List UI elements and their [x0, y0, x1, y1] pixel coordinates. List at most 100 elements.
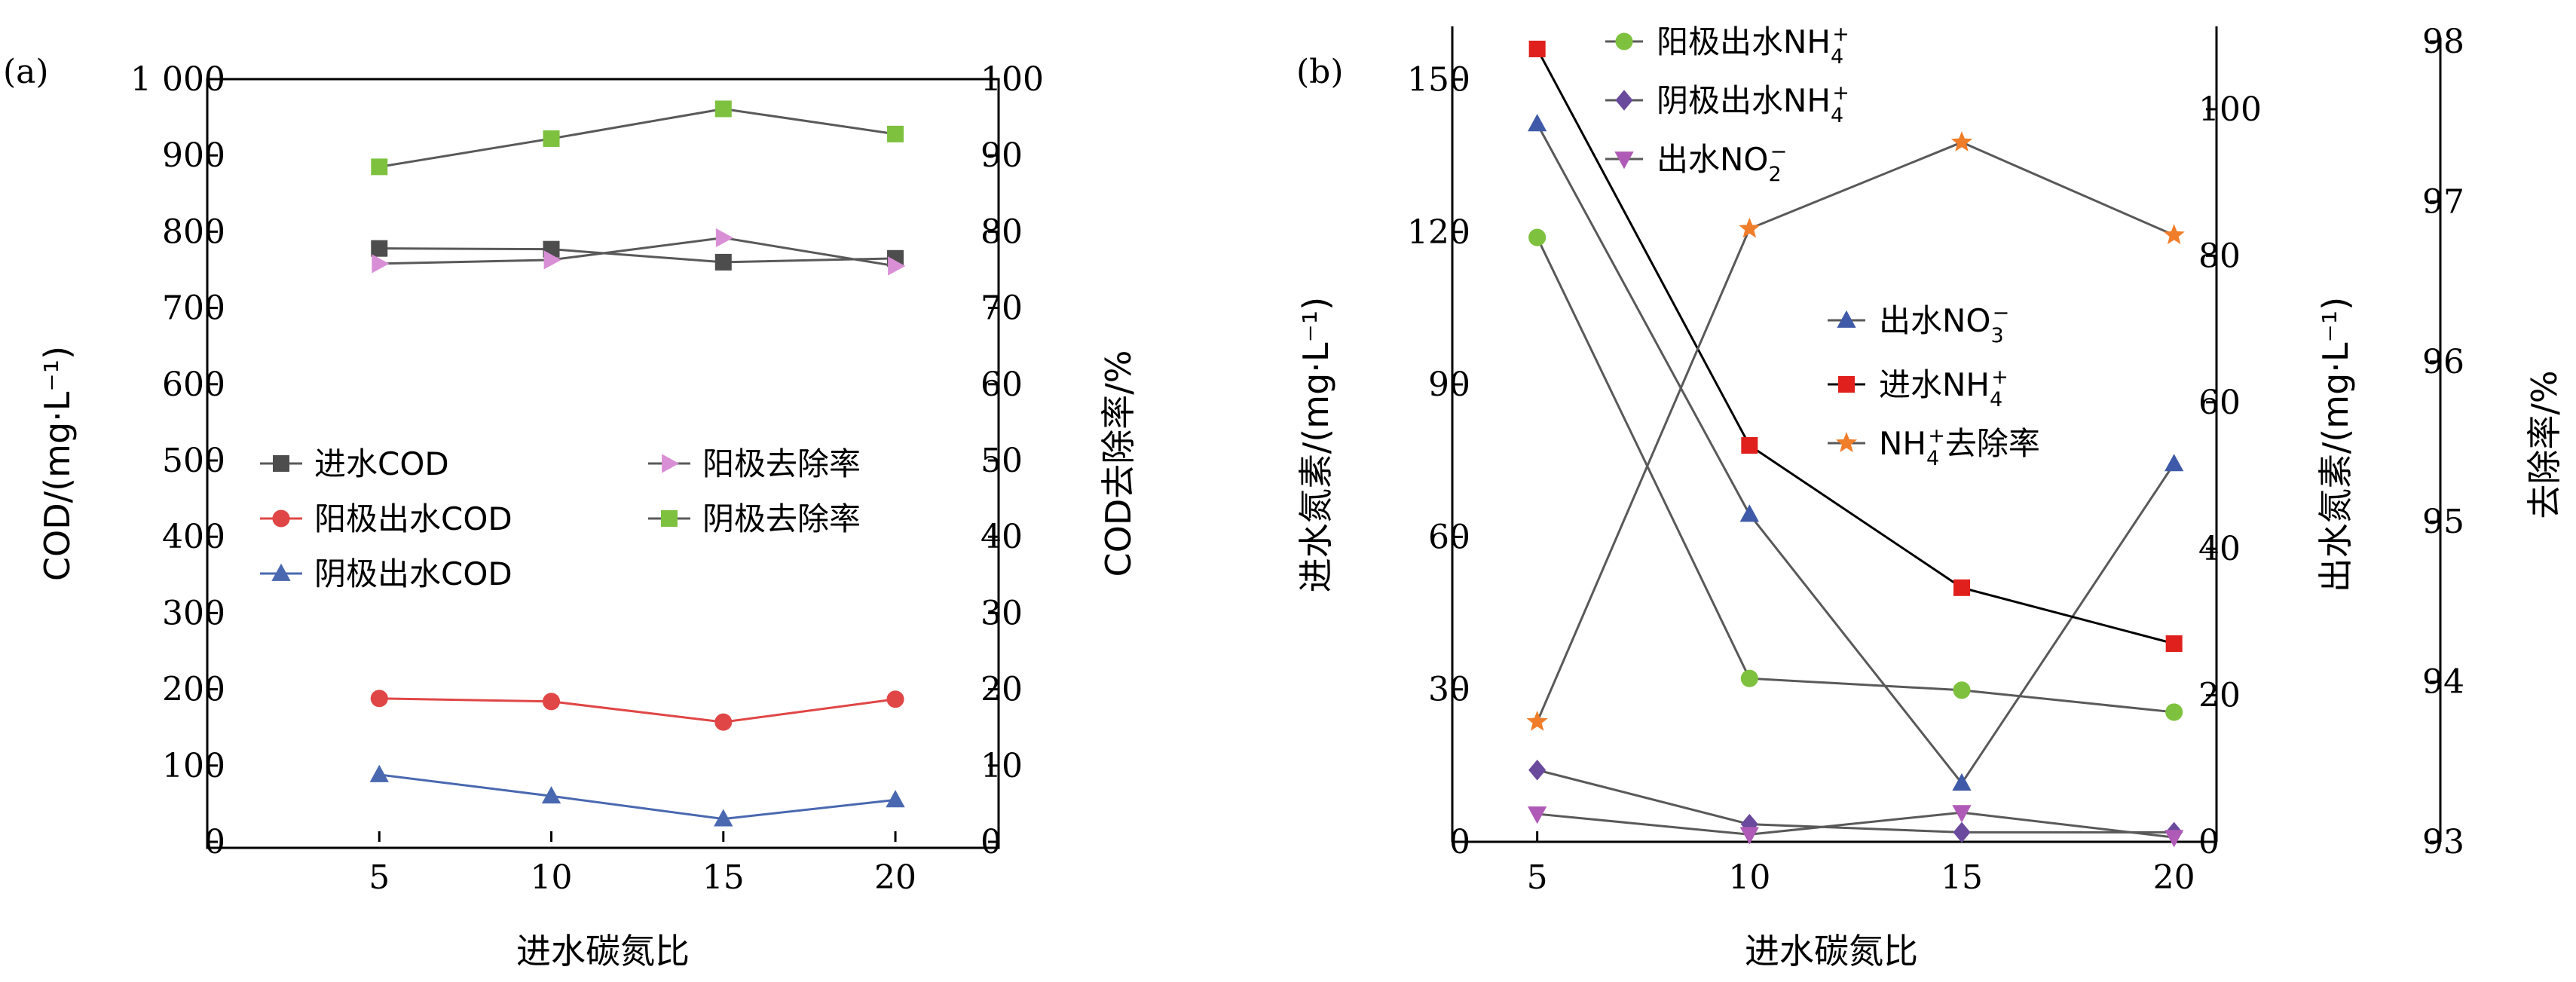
panel-a-series-1-point: [886, 690, 904, 708]
legend-b-label-sup: +: [1928, 424, 1945, 448]
legend-b-label-sub: 4: [1926, 447, 1939, 470]
panel-b-left-tick-label: 90: [1428, 366, 1470, 404]
panel-b-left-tick-label: 30: [1428, 671, 1470, 709]
panel-a-series-4-point: [714, 100, 732, 118]
panel-b-x-tick-label: 5: [1527, 858, 1548, 897]
panel-b-series-0-point: [1740, 669, 1758, 687]
panel-a-right-tick-label: 40: [981, 518, 1023, 556]
panel-b-left-tick-label: 120: [1407, 213, 1470, 252]
panel-b-series-3-line: [1536, 123, 2175, 785]
panel-b-left-ticks: 0 30 60 90 120 150: [1407, 60, 1470, 861]
legend-a-label: 阴极去除率: [702, 500, 861, 537]
panel-b-series-2-line: [1537, 811, 2174, 839]
panel-b-series-5-point: [1739, 217, 1761, 238]
panel-a-series-1-point: [714, 713, 733, 731]
panel-a-right-tick-label: 20: [981, 671, 1023, 709]
panel-b-series-1-point: [1953, 821, 1971, 843]
legend-b-label-sub: 3: [1990, 324, 2003, 347]
panel-b-x-tick-label: 10: [1728, 858, 1770, 897]
panel-b-series-2-point: [1739, 827, 1759, 845]
legend-b-label-sub: 2: [1768, 163, 1781, 186]
legend-a-label: 阳极出水COD: [314, 500, 512, 537]
panel-a-series-0-line: [379, 247, 896, 264]
panel-b-right-tick-label: 97: [2422, 182, 2464, 221]
legend-a-swatch-marker: [661, 510, 678, 527]
panel-a-left-tick-label: 800: [162, 213, 225, 251]
legend-b-label-sup: −: [1993, 301, 2010, 325]
panel-a-series-2-line: [379, 773, 896, 821]
legend-b-label-main: 出水NO: [1879, 302, 1990, 339]
legend-b-label-tail: 去除率: [1945, 425, 2040, 462]
legend-b-label-main: 阴极出水NH: [1657, 82, 1831, 119]
panel-b-series-3-point: [1528, 114, 1547, 132]
panel-b-mid-ticks: 0 20 40 60 80 100: [2198, 90, 2262, 861]
legend-b-swatch-marker: [1614, 151, 1634, 170]
legend-b-label-sup: +: [1832, 81, 1849, 105]
panel-b-series-0-point: [2165, 703, 2183, 721]
panel-a-left-tick-label: 900: [162, 136, 225, 175]
panel-b-series-5-line: [1536, 141, 2175, 723]
panel-b-series-4-point: [1741, 436, 1758, 454]
panel-a-frame: [206, 78, 1000, 849]
legend-b-label-sup: −: [1770, 140, 1788, 164]
panel-a-right-tick-label: 100: [981, 60, 1044, 99]
panel-a-series-4-point: [887, 125, 904, 142]
panel-b-series-1-point: [1528, 759, 1547, 781]
panel-b-series-5-point: [1950, 130, 1973, 151]
panel-b-mid-axis-label: 出水氮素/(mg·L⁻¹): [2315, 297, 2356, 592]
panel-b-series-4-line: [1536, 48, 2175, 645]
panel-a-left-axis-label: COD/(mg·L⁻¹): [37, 346, 78, 581]
panel-b-series-3-point: [1952, 773, 1972, 791]
panel-a-series-3-point: [372, 254, 390, 274]
panel-b-series-4-point: [2165, 635, 2183, 652]
panel-a-right-tick-label: 90: [981, 136, 1023, 175]
panel-b-mid-tick-label: 0: [2198, 823, 2220, 861]
panel-a-left-tick-label: 0: [204, 823, 225, 861]
panel-b-right-tick-label: 93: [2422, 823, 2464, 861]
legend-a-label: 进水COD: [314, 445, 449, 482]
panel-b-series-3-point: [1739, 504, 1759, 522]
legend-b-label: 阴极出水NH4+: [1657, 81, 1849, 127]
legend-a-label: 阴极出水COD: [314, 555, 512, 592]
panel-a-left-tick-label: 600: [162, 366, 225, 404]
panel-a-series-2-point: [886, 790, 905, 808]
panel-a-series-1-point: [370, 690, 388, 708]
legend-b-label-sup: +: [1991, 366, 2008, 389]
legend-b-label-sup: +: [1832, 23, 1849, 46]
panel-a-series-2-point: [714, 809, 733, 827]
panel-a-right-tick-label: 80: [981, 213, 1023, 251]
panel-b-series-0-point: [1953, 681, 1971, 699]
panel-a-x-tick-label: 10: [531, 858, 573, 897]
panel-b-mid-tick-label: 60: [2198, 384, 2241, 422]
legend-b-label: 出水NO3−: [1879, 301, 2009, 347]
panel-a-left-tick-label: 100: [162, 747, 225, 785]
panel-a-series-4-point: [543, 130, 560, 147]
panel-b-right-tick-label: 94: [2422, 663, 2464, 702]
panel-b-mid-tick-label: 20: [2198, 677, 2241, 715]
legend-b-swatch-marker: [1615, 90, 1633, 111]
panel-b-series-1-line: [1537, 769, 2174, 834]
panel-b-mid-tick-label: 40: [2198, 530, 2241, 568]
panel-b-series-5-point: [2163, 224, 2185, 245]
panel-a-series-3-point: [888, 256, 906, 276]
panel-a-x-ticks: 5 10 15 20: [369, 831, 916, 897]
panel-b-series-5-point: [1526, 710, 1548, 731]
panel-b-right-tick-label: 98: [2422, 23, 2464, 61]
legend-b-label: 出水NO2−: [1657, 140, 1787, 186]
panel-a-left-tick-label: 200: [162, 671, 225, 709]
legend-b-label: 进水NH4+: [1879, 366, 2008, 411]
panel-a-series-1-line: [379, 697, 896, 723]
panel-a-series-0-point: [371, 240, 388, 257]
legend-b-label-main: 进水NH: [1879, 366, 1990, 403]
panel-b-x-ticks: 5 10 15 20: [1527, 831, 2195, 897]
panel-a: (a) 0 100 200 300 400 500 600 700 800 900 1 000 0 1…: [3, 53, 1139, 971]
legend-a-label: 阳极去除率: [702, 445, 861, 482]
legend-a-swatch-marker: [662, 454, 680, 473]
panel-b-series-4-point: [1953, 579, 1970, 596]
panel-a-series-3-point: [715, 228, 733, 248]
panel-a-x-tick-label: 5: [369, 858, 390, 897]
panel-b-legend: 阳极出水NH4+阴极出水NH4+出水NO2−出水NO3−进水NH4+NH4+去除…: [1605, 23, 2040, 470]
legend-b-label-sub: 4: [1831, 45, 1843, 69]
panel-a-series: [369, 100, 906, 827]
